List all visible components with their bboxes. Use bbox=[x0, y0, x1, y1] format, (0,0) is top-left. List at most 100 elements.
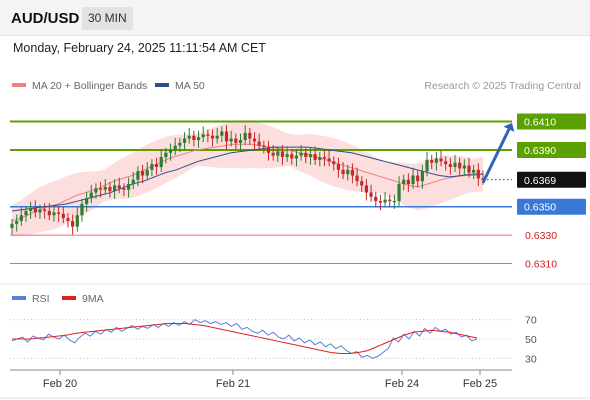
candle-body bbox=[173, 145, 177, 150]
level-label-text: 0.6369 bbox=[524, 175, 556, 187]
candle-body bbox=[252, 138, 257, 142]
candle-body bbox=[192, 135, 196, 141]
level-labels: 0.6410 0.6390 0.6369 0.6350 0.6330 0.6310 bbox=[517, 113, 586, 271]
legend-ma9: 9MA bbox=[62, 293, 104, 305]
candle-body bbox=[52, 212, 56, 216]
copyright-note: Research © 2025 Trading Central bbox=[424, 80, 581, 92]
candle bbox=[122, 183, 126, 197]
legend-swatch-ma9 bbox=[62, 296, 76, 301]
candle-body bbox=[434, 158, 438, 163]
candle-body bbox=[318, 157, 322, 160]
candle bbox=[472, 164, 476, 180]
candle-body bbox=[168, 149, 173, 153]
candle-body bbox=[374, 196, 378, 202]
candle-body bbox=[24, 211, 28, 216]
candle bbox=[257, 133, 261, 151]
candle-body bbox=[206, 134, 210, 136]
candle-body bbox=[210, 135, 215, 139]
candle bbox=[61, 206, 65, 224]
candle bbox=[467, 157, 471, 178]
candle bbox=[192, 130, 196, 147]
chart-header: AUD/USD 30 MIN bbox=[0, 0, 590, 36]
candle bbox=[462, 159, 466, 177]
candle-body bbox=[89, 192, 93, 199]
candle bbox=[10, 218, 14, 235]
candle bbox=[15, 214, 19, 232]
legend-ma50: MA 50 bbox=[155, 80, 205, 92]
rsi-ma9-line bbox=[12, 323, 478, 354]
candle-body bbox=[117, 185, 121, 189]
level-label-text: 0.6310 bbox=[525, 259, 557, 271]
candle-body bbox=[75, 215, 79, 227]
rsi-panel: 70 50 30 bbox=[0, 283, 590, 365]
candle bbox=[369, 184, 373, 202]
legend-label-ma9: 9MA bbox=[82, 293, 104, 305]
candle-body bbox=[224, 131, 229, 142]
candle bbox=[322, 150, 327, 167]
candle bbox=[397, 176, 401, 207]
candle-body bbox=[47, 211, 51, 216]
candle bbox=[66, 213, 70, 228]
candle-body bbox=[71, 220, 75, 227]
candle-body bbox=[299, 152, 303, 156]
candle-body bbox=[458, 162, 462, 169]
candle bbox=[434, 152, 438, 171]
rsi-tick-label: 70 bbox=[525, 315, 537, 327]
candle-body bbox=[467, 165, 471, 173]
candle-body bbox=[182, 138, 187, 143]
candle bbox=[215, 127, 219, 144]
candle-body bbox=[140, 171, 145, 176]
candle-body bbox=[280, 151, 285, 158]
level-label-text: 0.6410 bbox=[524, 117, 556, 129]
candle-body bbox=[327, 158, 331, 162]
candle-body bbox=[336, 164, 341, 170]
candle-body bbox=[201, 134, 205, 138]
candle bbox=[43, 203, 47, 219]
candle bbox=[448, 157, 452, 175]
candle-body bbox=[285, 154, 289, 158]
time-axis: Feb 20 Feb 21 Feb 24 Feb 25 bbox=[0, 369, 590, 399]
candle-body bbox=[126, 184, 131, 190]
candle bbox=[318, 152, 322, 167]
candle bbox=[29, 201, 33, 219]
candle-body bbox=[448, 164, 452, 167]
candle-body bbox=[99, 188, 103, 190]
candle-body bbox=[453, 162, 457, 167]
level-label-text: 0.6390 bbox=[524, 145, 556, 157]
candle bbox=[327, 150, 331, 167]
candle bbox=[182, 132, 187, 151]
candle bbox=[145, 162, 149, 181]
candle bbox=[439, 150, 443, 167]
candle-body bbox=[472, 169, 476, 173]
time-tick-label: Feb 20 bbox=[43, 378, 77, 390]
candle bbox=[392, 194, 396, 209]
candle-body bbox=[271, 152, 275, 156]
candle bbox=[71, 214, 75, 235]
candle-body bbox=[122, 188, 126, 190]
timeframe-badge[interactable]: 30 MIN bbox=[82, 7, 133, 30]
candle bbox=[103, 179, 107, 195]
candle-body bbox=[350, 169, 355, 176]
candle bbox=[187, 127, 191, 144]
candle bbox=[476, 163, 480, 187]
candle bbox=[248, 127, 252, 145]
level-label-resistance: 0.6390 bbox=[517, 141, 586, 158]
level-label-box bbox=[517, 198, 586, 215]
candle-body bbox=[313, 154, 317, 160]
level-label-resistance: 0.6410 bbox=[517, 113, 586, 130]
candle bbox=[85, 191, 89, 212]
candle bbox=[238, 133, 243, 151]
candle bbox=[220, 126, 224, 143]
candle bbox=[94, 183, 98, 199]
legend-rsi: RSI bbox=[12, 293, 50, 305]
candle bbox=[117, 177, 121, 194]
candle-body bbox=[61, 213, 65, 219]
candle bbox=[416, 170, 420, 188]
candle bbox=[126, 177, 131, 198]
candle-body bbox=[112, 185, 117, 192]
candle bbox=[313, 146, 317, 165]
candle-body bbox=[85, 198, 89, 204]
candle bbox=[402, 174, 406, 191]
legend-ma20-bollinger: MA 20 + Bollinger Bands bbox=[12, 80, 147, 92]
